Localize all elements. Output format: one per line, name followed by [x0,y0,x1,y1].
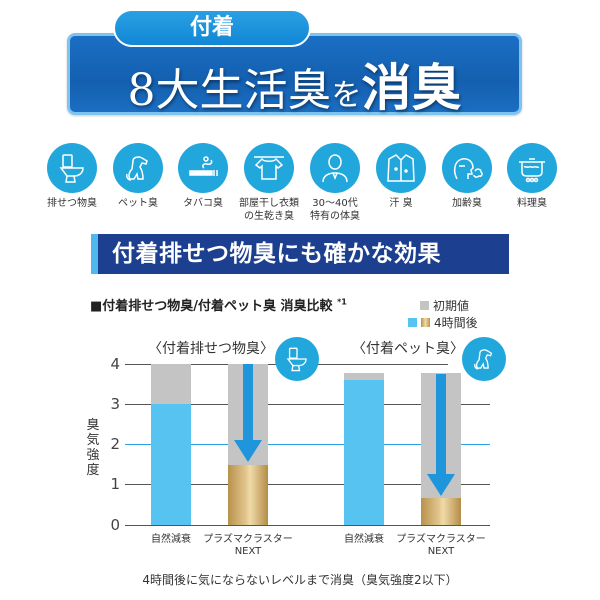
jacket-sweat-icon [376,143,426,193]
bar-excrement-plasma-after [228,465,268,525]
x-label-plasma-1: プラズマクラスター NEXT [203,534,293,557]
y-axis-label: 臭気強度 [86,418,100,478]
y-tick-3: 3 [110,395,120,413]
gridline-0 [125,525,490,526]
down-arrow-icon [427,374,455,496]
x-label-plasma-2: プラズマクラスター NEXT [396,534,486,557]
adhesion-pill-label: 付着 [113,9,311,47]
headline-particle: を [331,78,362,113]
y-tick-4: 4 [110,355,120,373]
toilet-icon [47,143,97,193]
odor-item-excrement: 排せつ物臭 [37,143,107,210]
legend-swatch-gray [420,301,429,310]
gridline-1 [125,484,490,485]
elderly-head-icon [442,143,492,193]
chart-title: ■付着排せつ物臭/付着ペット臭 消臭比較 *1 [90,297,347,314]
chart-annotation: 4時間後に気にならないレベルまで消臭（臭気強度2以下） [142,573,458,587]
headline-part1: 8大生活臭 [127,65,332,116]
odor-item-sweat: 汗 臭 [366,143,436,210]
odor-item-indoor-laundry: 部屋干し衣類 の生乾き臭 [234,143,304,223]
odor-item-middle-age: 30～40代 特有の体臭 [300,143,370,223]
y-tick-2: 2 [110,435,120,453]
x-label-natural-2: 自然減衰 [344,534,384,545]
gridline-3 [125,404,490,405]
dog-badge-icon [462,337,506,381]
headline-text: 8大生活臭を消臭 [67,48,522,120]
legend-initial: 初期値 [420,297,469,314]
cooking-pot-icon [507,143,557,193]
group-label-pet: 〈付着ペット臭〉 [352,341,464,357]
bar-pet-natural-after [344,380,384,525]
y-tick-0: 0 [110,516,120,534]
gridline-4 [125,364,290,365]
legend-after: 4時間後 [408,314,478,331]
y-tick-1: 1 [110,475,120,493]
man-icon [310,143,360,193]
gridline-4b [318,364,448,365]
toilet-badge-icon [275,337,319,381]
shirt-hanging-icon [244,143,294,193]
x-label-natural-1: 自然減衰 [151,534,191,545]
bar-excrement-natural-after [151,404,191,525]
group-label-excrement: 〈付着排せつ物臭〉 [148,341,274,357]
dog-icon [113,143,163,193]
cigarette-icon [178,143,228,193]
bar-pet-plasma-after [421,498,461,525]
odor-item-cooking: 料理臭 [497,143,567,210]
odor-item-pet: ペット臭 [103,143,173,210]
odor-item-tobacco: タバコ臭 [168,143,238,210]
section-title: 付着排せつ物臭にも確かな効果 [91,234,509,274]
down-arrow-icon [234,364,262,462]
legend-swatch-gold [421,318,430,327]
legend-swatch-blue [408,318,417,327]
headline-part2: 消臭 [361,59,462,117]
gridline-2-threshold [125,444,490,445]
odor-item-aging: 加齢臭 [432,143,502,210]
